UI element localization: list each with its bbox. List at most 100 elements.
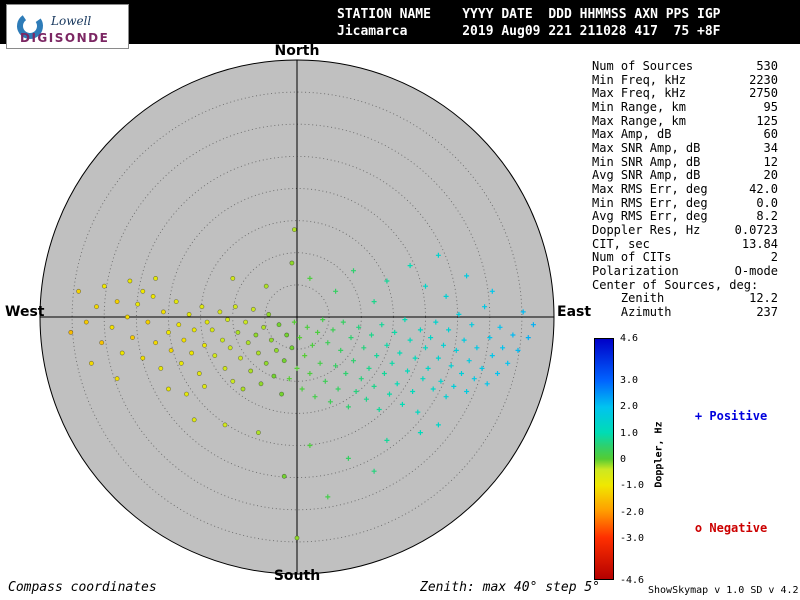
lowell-crescent-icon: [17, 13, 43, 39]
scatter-points: [68, 227, 536, 541]
source-point-negative: [235, 329, 241, 335]
source-point-negative: [158, 365, 164, 371]
version-label: ShowSkymap v 1.0 SD v 4.2: [648, 585, 799, 596]
source-point-positive: [307, 371, 313, 376]
source-point-positive: [510, 332, 516, 338]
stat-value: O-mode: [734, 263, 778, 278]
stat-row: Num of CITs 2: [592, 251, 778, 265]
source-point-negative: [166, 386, 171, 392]
source-point-positive: [466, 358, 472, 364]
source-point-negative: [153, 275, 158, 281]
source-point-positive: [435, 252, 441, 258]
source-point-negative: [181, 337, 187, 343]
source-point-negative: [289, 345, 295, 351]
source-point-negative: [94, 304, 99, 310]
source-point-positive: [307, 443, 313, 448]
source-point-positive: [433, 319, 439, 325]
source-point-negative: [114, 376, 120, 382]
source-point-negative: [76, 288, 81, 294]
source-point-negative: [227, 345, 233, 351]
source-point-positive: [309, 342, 315, 348]
stat-row: Num of Sources 530: [592, 59, 778, 74]
stat-label: Avg SNR Amp, dB: [592, 168, 701, 183]
source-point-negative: [255, 350, 261, 356]
source-point-positive: [317, 360, 323, 366]
source-point-positive: [297, 335, 303, 341]
source-point-negative: [263, 283, 269, 289]
colorbar-tick-label: 1.0: [620, 427, 639, 439]
colorbar-ticks: 4.6 3.0 2.0 1.0 0 -1.0 -2.0 -3.0 -4.6: [620, 333, 654, 586]
stat-row: Max Freq, kHz 2750: [592, 87, 778, 101]
zenith-scale-label: Zenith: max 40° step 5°: [420, 580, 601, 595]
source-point-negative: [212, 353, 218, 358]
source-point-positive: [343, 371, 349, 376]
stat-row: Max Amp, dB 60: [592, 128, 778, 142]
source-point-negative: [202, 383, 207, 389]
source-point-positive: [515, 347, 521, 353]
source-point-positive: [384, 278, 390, 284]
source-point-negative: [191, 417, 197, 423]
source-point-negative: [176, 322, 182, 328]
source-point-negative: [161, 309, 166, 315]
source-point-positive: [441, 342, 446, 348]
source-point-positive: [520, 309, 526, 315]
legend-positive-label: Positive: [709, 409, 768, 423]
source-point-negative: [209, 327, 215, 333]
source-point-negative: [245, 340, 251, 346]
stat-row: Min SNR Amp, dB 12: [592, 155, 778, 170]
source-point-positive: [299, 386, 305, 392]
source-point-positive: [417, 327, 423, 333]
source-point-positive: [356, 324, 362, 330]
source-point-positive: [428, 335, 434, 341]
stat-value: 125: [756, 113, 778, 128]
colorbar-tick-label: 4.6: [620, 333, 639, 344]
source-point-negative: [153, 340, 158, 346]
source-point-negative: [125, 314, 130, 320]
source-point-negative: [263, 360, 269, 366]
source-point-negative: [196, 371, 202, 376]
source-point-positive: [446, 327, 452, 333]
source-point-positive: [474, 345, 480, 351]
source-point-negative: [204, 319, 210, 325]
stat-label: Max SNR Amp, dB: [592, 140, 701, 155]
colorbar: [594, 338, 614, 580]
stat-label: CIT, sec: [592, 236, 650, 251]
colorbar-tick-label: -4.6: [620, 575, 645, 586]
source-point-positive: [399, 401, 405, 407]
source-point-negative: [89, 360, 94, 366]
source-point-positive: [451, 383, 457, 389]
circle-marker-icon: o: [694, 521, 703, 535]
logo-digisonde-text: DIGISONDE: [20, 31, 110, 45]
source-point-negative: [261, 324, 266, 330]
legend-positive: + Positive: [666, 395, 767, 437]
source-point-negative: [271, 373, 277, 379]
colorbar-tick-label: 3.0: [620, 375, 639, 387]
source-point-positive: [423, 283, 428, 289]
source-point-negative: [184, 391, 189, 397]
source-point-positive: [425, 365, 431, 371]
source-point-negative: [225, 317, 230, 322]
source-point-negative: [279, 391, 284, 397]
source-point-negative: [255, 430, 261, 435]
stat-value: 13.84: [741, 236, 778, 251]
stat-value: 60: [763, 127, 778, 142]
source-point-negative: [276, 322, 282, 328]
source-point-negative: [240, 386, 246, 392]
colorbar-tick-label: -2.0: [620, 506, 645, 518]
legend-negative: o Negative: [666, 507, 767, 549]
stat-label: Doppler Res, Hz: [592, 222, 701, 237]
coordinates-mode-label: Compass coordinates: [8, 580, 157, 595]
source-point-positive: [315, 329, 321, 335]
stat-value: 95: [763, 99, 778, 114]
source-point-negative: [135, 301, 141, 307]
source-point-positive: [415, 409, 421, 415]
source-point-positive: [381, 371, 387, 376]
source-point-positive: [489, 288, 495, 294]
source-point-positive: [525, 335, 531, 341]
stat-label: Max Amp, dB: [592, 127, 672, 142]
source-point-positive: [448, 363, 454, 369]
source-point-negative: [145, 319, 151, 325]
source-point-negative: [230, 378, 236, 384]
source-point-negative: [281, 473, 287, 479]
source-point-positive: [325, 340, 331, 346]
